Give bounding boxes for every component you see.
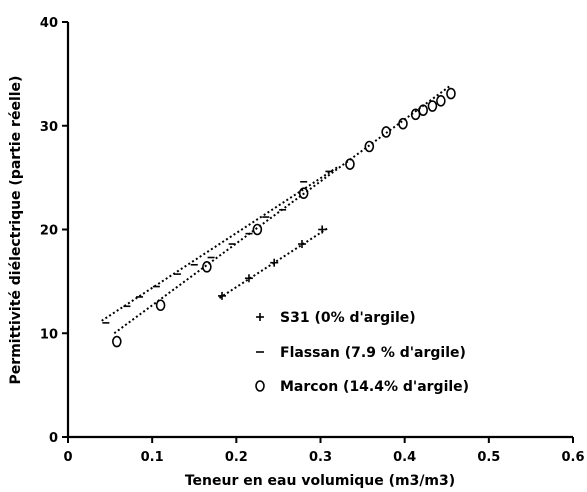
- y-axis-title: Permittivité diélectrique (partie réelle…: [8, 76, 24, 385]
- data-point-series-0: [297, 240, 306, 249]
- plot-area: 0 0.1 0.2 0.3 0.4 0.5 0.6 0 10 20 30 40: [40, 16, 585, 465]
- data-point-series-2: [398, 117, 408, 130]
- data-point-series-0: [218, 291, 227, 300]
- data-point-series-2: [345, 158, 355, 170]
- data-point-series-2: [252, 223, 263, 236]
- y-tick-label: 10: [40, 327, 58, 342]
- data-point-series-2: [112, 335, 122, 348]
- y-tick-label: 0: [49, 431, 58, 446]
- x-tick-label: 0.1: [141, 450, 164, 465]
- legend-marker-s31: [256, 313, 264, 321]
- data-point-series-2: [364, 140, 375, 153]
- x-tick-label: 0.2: [225, 450, 248, 465]
- data-point-series-2: [155, 299, 166, 312]
- x-tick-label: 0.5: [477, 450, 500, 465]
- trendline-series-0: [218, 226, 330, 299]
- trendline-series-1: [101, 166, 338, 322]
- data-point-series-2: [202, 261, 212, 273]
- axis-ticks: 0 0.1 0.2 0.3 0.4 0.5 0.6 0 10 20 30 40: [40, 16, 585, 465]
- legend-label-flassan: Flassan (7.9 % d'argile): [280, 345, 466, 361]
- data-point-series-2: [446, 87, 456, 100]
- data-point-series-2: [298, 187, 309, 199]
- y-tick-label: 30: [40, 120, 58, 135]
- y-tick-label: 40: [40, 16, 58, 31]
- data-point-series-0: [318, 225, 327, 234]
- legend-marker-marcon: [255, 380, 265, 392]
- x-tick-label: 0: [63, 450, 72, 465]
- data-point-series-2: [410, 108, 421, 121]
- data-point-series-0: [244, 274, 253, 283]
- legend-label-s31: S31 (0% d'argile): [280, 310, 416, 326]
- x-tick-label: 0.6: [561, 450, 584, 465]
- y-tick-label: 20: [40, 224, 58, 239]
- data-point-series-2: [436, 95, 446, 107]
- data-point-series-2: [418, 104, 428, 116]
- x-axis-title: Teneur en eau volumique (m3/m3): [185, 473, 455, 489]
- trendline-series-2: [113, 84, 452, 335]
- data-markers: [102, 87, 456, 348]
- trendlines: [101, 84, 452, 335]
- x-tick-label: 0.4: [393, 450, 416, 465]
- legend-label-marcon: Marcon (14.4% d'argile): [280, 379, 469, 395]
- data-point-series-2: [381, 126, 391, 138]
- x-tick-label: 0.3: [309, 450, 332, 465]
- legend: S31 (0% d'argile) Flassan (7.9 % d'argil…: [255, 310, 469, 395]
- data-point-series-0: [270, 258, 279, 267]
- data-point-series-2: [427, 100, 438, 112]
